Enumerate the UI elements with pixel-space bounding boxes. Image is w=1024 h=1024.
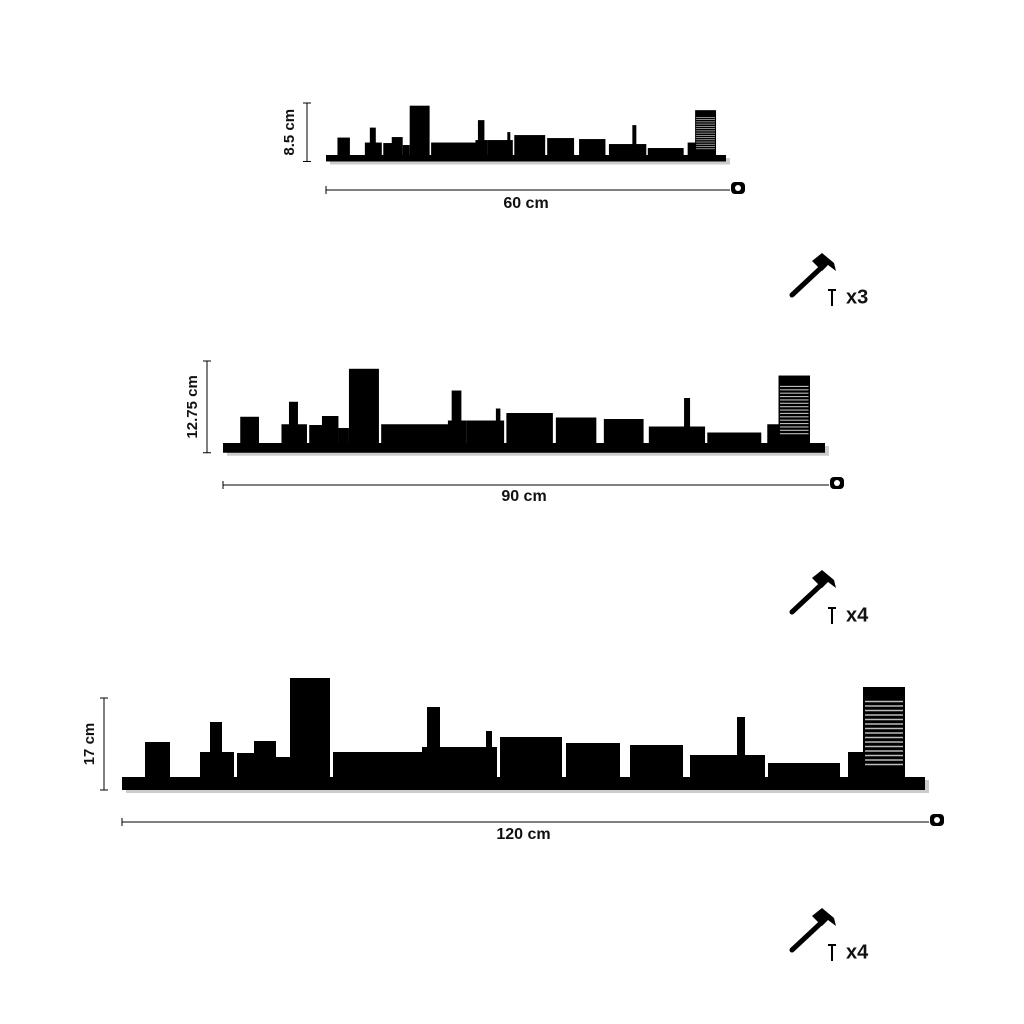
building <box>276 757 290 778</box>
building <box>648 426 706 444</box>
building <box>369 127 376 156</box>
building <box>431 142 477 156</box>
skyline-base <box>223 443 825 453</box>
hammer-handle <box>789 264 825 298</box>
building <box>145 742 170 778</box>
building <box>237 753 255 778</box>
hammer-icon <box>789 570 836 615</box>
building <box>288 401 298 444</box>
hammer-icon <box>789 908 836 953</box>
building <box>210 722 222 778</box>
building <box>240 416 259 444</box>
building <box>608 144 647 156</box>
building <box>383 143 393 156</box>
hammer-icon <box>789 253 836 298</box>
skyline-base <box>326 155 726 162</box>
building <box>254 741 276 778</box>
building <box>500 737 562 778</box>
building <box>381 424 451 444</box>
building <box>507 132 511 156</box>
building <box>687 142 697 156</box>
width-label: 90 cm <box>501 488 546 505</box>
width-label: 120 cm <box>496 826 550 843</box>
building <box>402 145 410 156</box>
hammer-handle <box>789 919 825 953</box>
nail-count: x4 <box>846 941 869 963</box>
building <box>768 763 840 778</box>
building <box>290 678 330 778</box>
height-label: 8.5 cm <box>281 109 298 156</box>
building <box>684 398 691 444</box>
hammer-handle <box>789 581 825 615</box>
skyline <box>122 678 929 793</box>
nail-count: x3 <box>846 286 868 308</box>
building <box>566 743 620 778</box>
building <box>466 420 505 444</box>
skyline <box>223 368 829 456</box>
building <box>321 416 339 444</box>
building <box>547 138 575 156</box>
building <box>632 125 637 156</box>
building <box>451 390 462 444</box>
hammer-head <box>812 908 836 926</box>
building <box>309 425 323 444</box>
hammer-head <box>812 253 836 271</box>
skyline-base <box>122 777 925 790</box>
building <box>647 148 684 156</box>
building <box>495 408 501 444</box>
building <box>427 707 440 778</box>
building <box>486 731 492 778</box>
hammer-head <box>812 570 836 588</box>
tape-dot <box>934 817 940 823</box>
skyline <box>326 105 730 165</box>
building <box>337 137 350 156</box>
height-label: 17 cm <box>81 723 98 766</box>
building <box>555 417 597 444</box>
building <box>348 368 379 444</box>
building <box>506 413 553 444</box>
building <box>338 428 349 444</box>
building <box>579 139 606 156</box>
building <box>737 717 745 778</box>
building <box>333 752 425 778</box>
height-label: 12.75 cm <box>184 375 201 438</box>
building <box>409 105 430 156</box>
building <box>690 755 765 778</box>
tape-dot <box>834 480 840 486</box>
building <box>477 120 485 156</box>
width-label: 60 cm <box>503 195 548 212</box>
building <box>767 424 781 444</box>
building <box>707 432 762 444</box>
tape-dot <box>735 185 741 191</box>
building <box>603 419 644 444</box>
building <box>848 752 865 778</box>
building <box>514 135 546 156</box>
building <box>391 137 403 156</box>
building <box>630 745 683 778</box>
building <box>487 140 513 156</box>
nail-count: x4 <box>846 604 869 626</box>
